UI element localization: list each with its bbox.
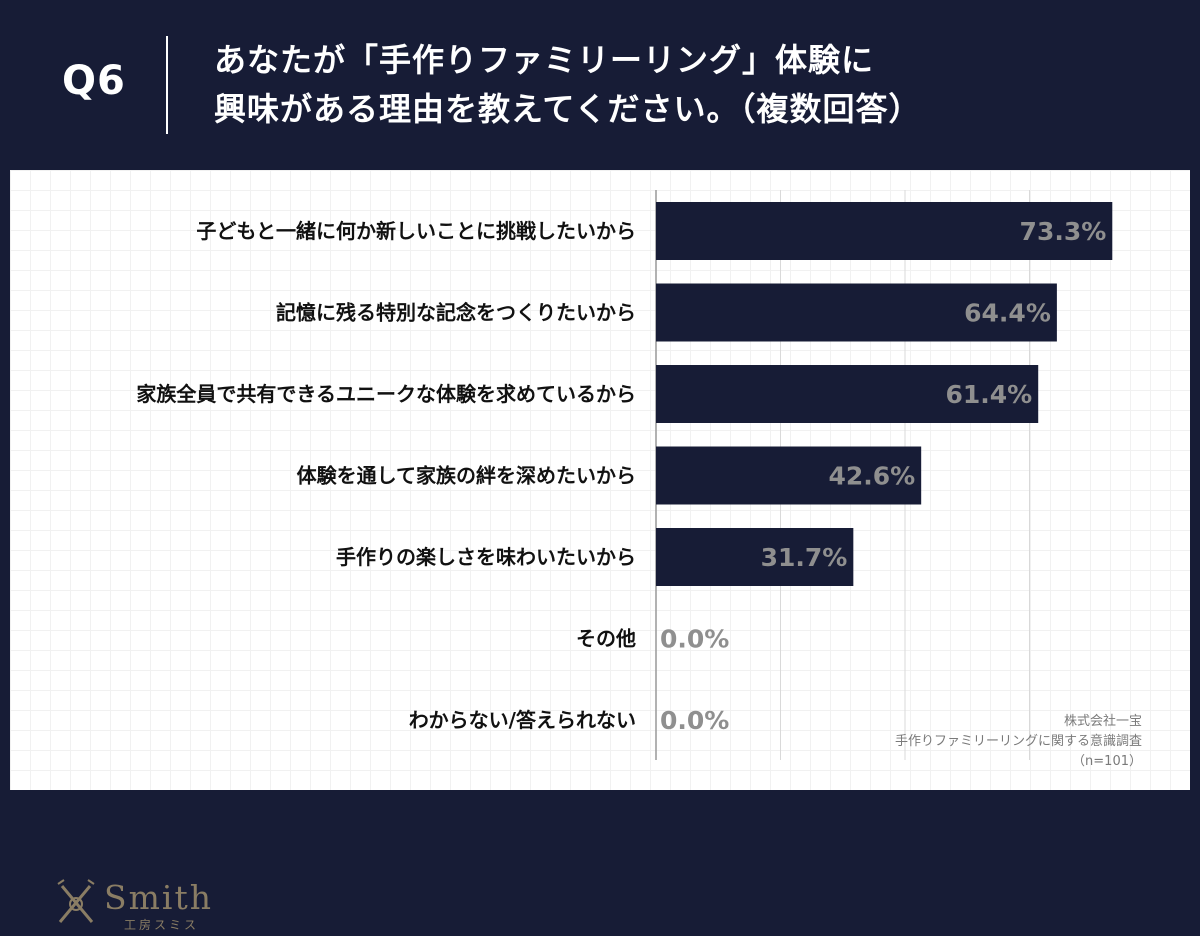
header: Q6 あなたが「手作りファミリーリング」体験に 興味がある理由を教えてください。… [0,0,1200,168]
question-title-line1: あなたが「手作りファミリーリング」体験に [214,41,875,79]
category-label: 家族全員で共有できるユニークな体験を求めているから [136,382,636,406]
survey-title: 手作りファミリーリングに関する意識調査 [894,734,1142,749]
value-label: 0.0% [660,706,729,735]
bar [656,365,1039,423]
logo: Smith 工房スミス [54,876,244,936]
question-title-line2: 興味がある理由を教えてください。（複数回答） [214,90,922,128]
bar [656,283,1057,342]
survey-note: 株式会社一宝 手作りファミリーリングに関する意識調査 （n=101） [895,712,1142,772]
bar [656,202,1113,260]
category-label: 記憶に残る特別な記念をつくりたいから [276,301,636,325]
category-label: 手作りの楽しさを味わいたいから [336,545,636,569]
value-label: 0.0% [660,625,729,654]
logo-wordmark: Smith [104,878,213,917]
logo-subtext: 工房スミス [124,918,200,932]
category-label: その他 [576,627,636,651]
survey-sample: （n=101） [1072,754,1142,769]
question-title: あなたが「手作りファミリーリング」体験に 興味がある理由を教えてください。（複数… [214,36,921,134]
jewelry-tools-icon [57,879,95,923]
header-divider [166,36,168,134]
question-number: Q6 [62,58,126,104]
bar-chart: 子どもと一緒に何か新しいことに挑戦したいから 73.3% 記憶に残る特別な記念をつく… [136,190,1113,760]
category-label: 子どもと一緒に何か新しいことに挑戦したいから [196,219,636,243]
bar [656,446,922,505]
value-label: 73.3% [1020,217,1107,246]
value-label: 64.4% [964,299,1051,328]
value-label: 31.7% [761,543,848,572]
value-label: 42.6% [828,462,915,491]
category-label: 体験を通して家族の絆を深めたいから [297,464,636,488]
chart-panel: 子どもと一緒に何か新しいことに挑戦したいから 73.3% 記憶に残る特別な記念をつく… [10,170,1190,932]
bar [656,528,854,586]
value-label: 61.4% [945,380,1032,409]
category-label: わからない/答えられない [409,708,636,732]
survey-company: 株式会社一宝 [1063,714,1142,729]
